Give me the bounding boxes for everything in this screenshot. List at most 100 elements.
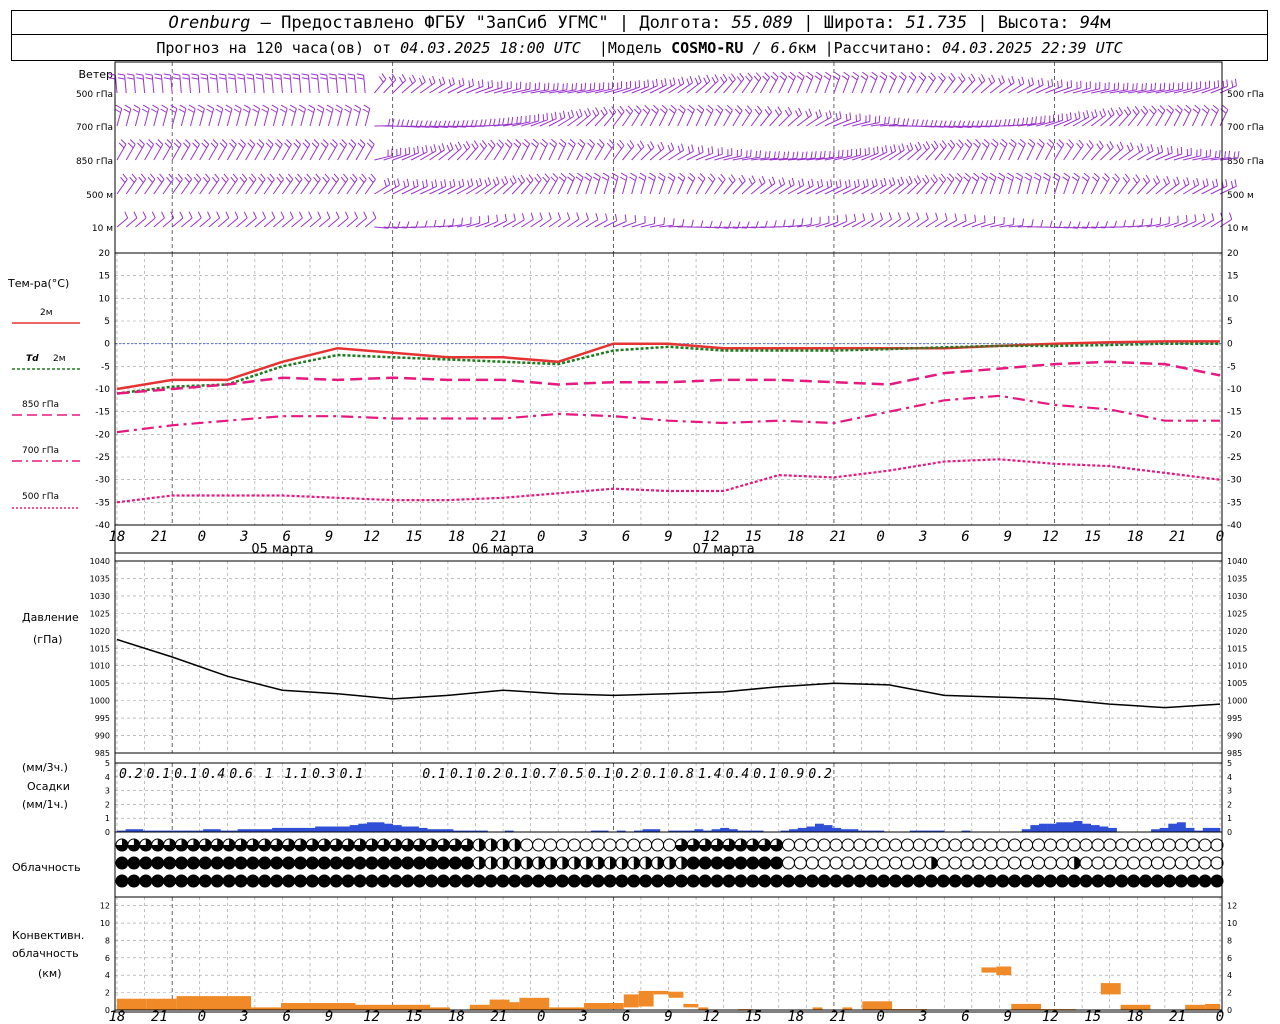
precip-bar (194, 830, 204, 832)
cloud-cover-fill (1127, 875, 1140, 887)
cloud-cover-partial (330, 839, 343, 852)
precip-tick-label-left: 0 (105, 828, 110, 837)
precip-bar (444, 829, 454, 832)
conv-tick-label-left: 2 (105, 989, 110, 998)
conv-tick-label-left: 10 (100, 919, 110, 928)
hour-label-bottom: 9 (664, 1009, 672, 1024)
precip-total-label: 0.7 (533, 767, 557, 782)
pressure-unit: (гПа) (33, 633, 62, 646)
conv-bar (355, 1004, 430, 1010)
cloud-cover-fill (901, 875, 914, 887)
header-location: Orenburg — Предоставлено ФГБУ "ЗапСиб УГ… (11, 10, 1268, 35)
conv-bar (117, 998, 147, 1010)
hour-label: 21 (151, 529, 168, 545)
conv-bar (623, 994, 639, 1008)
cloud-cover-fill (592, 875, 605, 887)
precip-bar (961, 830, 971, 832)
temp-tick-label-right: 5 (1227, 317, 1233, 327)
cloud-cover-partial (746, 839, 759, 852)
cloud-cover-icon (912, 838, 926, 852)
cloud-cover-fill (294, 875, 307, 887)
hour-label-bottom: 18 (109, 1009, 126, 1024)
precip-bar (685, 830, 695, 832)
cloud-cover-fill (984, 875, 997, 887)
cloud-cover-fill (1163, 875, 1176, 887)
cloud-cover-fill (127, 875, 140, 887)
precip-total-label: 0.2 (119, 767, 143, 782)
precip-bar (849, 829, 859, 832)
wind-level-label-right: 10 м (1227, 224, 1248, 234)
cloud-cover-fill (830, 875, 843, 887)
wind-label: Ветер (79, 68, 113, 81)
legend-td-label: Td (26, 354, 39, 364)
cloud-cover-fill (354, 857, 366, 869)
precip-chart: 0.2 0.1 0.1 0.4 0.6 1 1.1 0.3 0.1 0.1 0.1 0.2 0.1 0.7… (117, 767, 1221, 832)
cloud-cover-icon (1115, 856, 1129, 870)
precip-bar (1211, 827, 1221, 832)
conv-bar (519, 997, 550, 1010)
cloud-cover-partial (449, 839, 462, 852)
precip-tick-label-left: 2 (105, 800, 110, 809)
cloud-cover-fill (770, 875, 783, 887)
pressure-tick-label-right: 995 (1227, 714, 1242, 723)
precip-bar (289, 827, 299, 832)
precip-total-label: 0.1 (147, 767, 170, 782)
precip-bar (185, 830, 195, 832)
cloud-cover-fill (651, 875, 664, 887)
cloud-cover-fill (699, 875, 712, 887)
cloud-cover-icon (901, 838, 914, 852)
cloud-cover-fill (699, 857, 712, 869)
computed-time: 04.03.2025 22:39 UTC (942, 38, 1123, 57)
pressure-tick-label-left: 1005 (90, 679, 110, 688)
cloud-cover-partial (490, 857, 497, 869)
cloud-cover-partial (514, 857, 521, 869)
cloud-cover-partial (211, 839, 224, 852)
cloud-cover-fill (1044, 875, 1057, 887)
cloud-cover-partial (437, 839, 450, 852)
cloud-cover-icon (1151, 856, 1164, 870)
cloud-cover-fill (306, 875, 319, 887)
conv-label-2: облачность (12, 947, 79, 960)
pressure-tick-label-left: 995 (95, 714, 110, 723)
precip-bar (823, 825, 833, 832)
forecast-time: 04.03.2025 18:00 UTC (400, 38, 581, 57)
cloud-cover-fill (246, 857, 259, 869)
cloud-cover-icon (865, 838, 879, 852)
hour-label: 12 (363, 529, 380, 545)
hour-label: 12 (1042, 529, 1059, 545)
precip-bar (453, 830, 462, 832)
cloud-cover-partial (687, 839, 700, 852)
pressure-tick-label-right: 1035 (1227, 574, 1247, 583)
cloud-cover-fill (723, 857, 735, 869)
cloud-cover-fill (627, 875, 640, 887)
cloud-cover-icon (936, 838, 950, 852)
precip-bar (815, 823, 824, 832)
cloud-cover-fill (877, 875, 890, 887)
cloud-cover-fill (187, 875, 200, 887)
pressure-tick-label-left: 1040 (90, 557, 110, 566)
temp-tick-label-right: 20 (1227, 249, 1239, 259)
precip-bar (1108, 827, 1117, 832)
conv-bar (996, 966, 1012, 976)
cloud-cover-icon (1079, 838, 1093, 852)
precip-bar (875, 830, 885, 832)
cloud-cover-fill (842, 875, 854, 887)
cloud-cover-fill (675, 875, 688, 887)
hour-label-bottom: 9 (325, 1009, 333, 1024)
cloud-cover-fill (377, 875, 390, 887)
precip-bar (418, 827, 428, 832)
precip-bar (1176, 822, 1186, 832)
cloud-cover-partial (538, 857, 545, 869)
cloud-cover-fill (401, 857, 414, 869)
precip-bar (349, 825, 359, 832)
cloud-cover-fill (1032, 875, 1045, 887)
pressure-tick-label-left: 1035 (90, 574, 110, 583)
temp-tick-label-left: -35 (95, 498, 110, 508)
cloud-cover-fill (1199, 875, 1212, 887)
hour-label: 3 (578, 529, 587, 545)
cloud-cover-icon (1103, 838, 1117, 852)
cloud-cover-partial (681, 857, 688, 869)
pressure-tick-label-right: 1040 (1227, 557, 1247, 566)
cloud-cover-fill (223, 857, 236, 869)
cloud-cover-icon (1210, 856, 1224, 870)
